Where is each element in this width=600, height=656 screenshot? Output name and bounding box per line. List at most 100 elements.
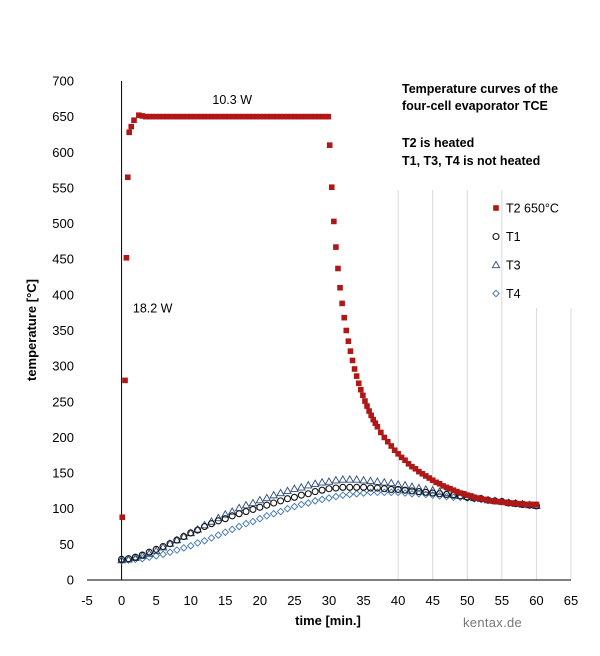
y-tick-label: 200 bbox=[52, 430, 74, 445]
data-point bbox=[359, 475, 368, 484]
data-point bbox=[454, 488, 460, 495]
data-point bbox=[372, 420, 379, 426]
data-point bbox=[142, 113, 149, 120]
data-point bbox=[353, 483, 361, 491]
x-tick-label: -5 bbox=[81, 593, 93, 608]
y-tick-label: 100 bbox=[52, 501, 74, 516]
data-point bbox=[303, 480, 313, 489]
data-point bbox=[335, 265, 341, 272]
data-point bbox=[345, 474, 355, 483]
y-tick-label: 600 bbox=[52, 145, 74, 160]
data-point bbox=[208, 113, 215, 120]
data-point bbox=[267, 113, 274, 120]
data-point bbox=[443, 484, 450, 491]
data-point bbox=[260, 113, 267, 120]
data-point bbox=[373, 488, 382, 497]
data-point bbox=[345, 338, 352, 344]
data-point bbox=[311, 488, 319, 496]
data-point bbox=[283, 504, 292, 513]
data-point bbox=[366, 408, 372, 414]
data-point bbox=[447, 485, 453, 492]
data-point bbox=[290, 493, 298, 501]
data-point bbox=[227, 507, 237, 515]
annotation-power-0: 10.3 W bbox=[212, 93, 252, 107]
data-point bbox=[328, 184, 335, 191]
data-point bbox=[509, 500, 516, 506]
data-point bbox=[387, 485, 395, 494]
data-point bbox=[296, 482, 306, 491]
data-point bbox=[422, 488, 430, 496]
data-point bbox=[332, 492, 340, 501]
data-point bbox=[311, 497, 320, 505]
data-point bbox=[159, 542, 167, 551]
data-point bbox=[324, 477, 334, 485]
data-point bbox=[436, 490, 444, 498]
data-point bbox=[318, 486, 326, 494]
y-tick-label: 0 bbox=[67, 573, 74, 588]
data-point bbox=[253, 113, 260, 120]
x-axis-label: time [min.] bbox=[295, 613, 361, 628]
data-point bbox=[290, 502, 299, 511]
data-point bbox=[523, 501, 529, 508]
data-point bbox=[193, 524, 203, 533]
data-point bbox=[241, 500, 251, 509]
chart-note-line-1: T2 is heated bbox=[402, 136, 474, 150]
data-point bbox=[122, 377, 128, 384]
data-point bbox=[359, 489, 368, 497]
series-t3 bbox=[117, 474, 541, 564]
data-point bbox=[337, 284, 343, 291]
data-point bbox=[485, 497, 491, 503]
data-point bbox=[393, 479, 403, 488]
data-point bbox=[435, 492, 444, 500]
data-point bbox=[488, 498, 495, 504]
series-t2 bbox=[119, 112, 540, 521]
data-point bbox=[179, 544, 188, 552]
x-tick-label: 40 bbox=[391, 593, 405, 608]
data-point bbox=[339, 483, 347, 491]
annotation-power-1: 18.2 W bbox=[133, 302, 173, 316]
x-tick-label: 15 bbox=[218, 593, 232, 608]
data-point bbox=[302, 113, 308, 120]
data-point bbox=[512, 500, 519, 507]
tick-labels: -5 0 5 10 15 20 25 30 35 40 45 50 55 60 65050100150200… bbox=[52, 74, 578, 609]
data-point bbox=[139, 113, 146, 119]
data-point bbox=[353, 373, 360, 379]
data-point bbox=[407, 482, 417, 490]
data-point bbox=[373, 484, 381, 492]
data-point bbox=[205, 113, 211, 120]
data-point bbox=[391, 447, 398, 454]
data-point bbox=[200, 536, 209, 545]
data-point bbox=[347, 348, 354, 354]
data-point bbox=[177, 113, 184, 120]
data-point bbox=[433, 479, 439, 486]
y-tick-label: 250 bbox=[52, 394, 74, 409]
data-point bbox=[304, 490, 312, 498]
data-point bbox=[242, 519, 250, 528]
data-point bbox=[297, 500, 306, 509]
data-point bbox=[277, 497, 285, 505]
data-point bbox=[366, 488, 375, 497]
data-point bbox=[248, 498, 258, 507]
data-point bbox=[181, 113, 187, 120]
data-point bbox=[401, 486, 409, 494]
legend-label: T4 bbox=[506, 287, 521, 301]
grid bbox=[397, 190, 572, 580]
y-tick-label: 300 bbox=[52, 359, 74, 374]
data-point bbox=[159, 550, 167, 559]
y-tick-label: 450 bbox=[52, 252, 74, 267]
data-point bbox=[144, 549, 154, 557]
data-point bbox=[343, 327, 350, 334]
data-point bbox=[276, 507, 285, 516]
x-tick-label: 10 bbox=[183, 593, 197, 608]
data-point bbox=[128, 123, 135, 130]
data-point bbox=[331, 218, 337, 225]
data-point bbox=[530, 501, 536, 508]
data-point bbox=[419, 470, 426, 477]
x-tick-label: 60 bbox=[529, 593, 543, 608]
y-tick-label: 150 bbox=[52, 466, 74, 481]
data-point bbox=[429, 489, 437, 497]
data-point bbox=[495, 498, 502, 505]
data-point bbox=[436, 480, 443, 487]
data-point bbox=[288, 113, 294, 120]
data-point bbox=[310, 479, 320, 487]
